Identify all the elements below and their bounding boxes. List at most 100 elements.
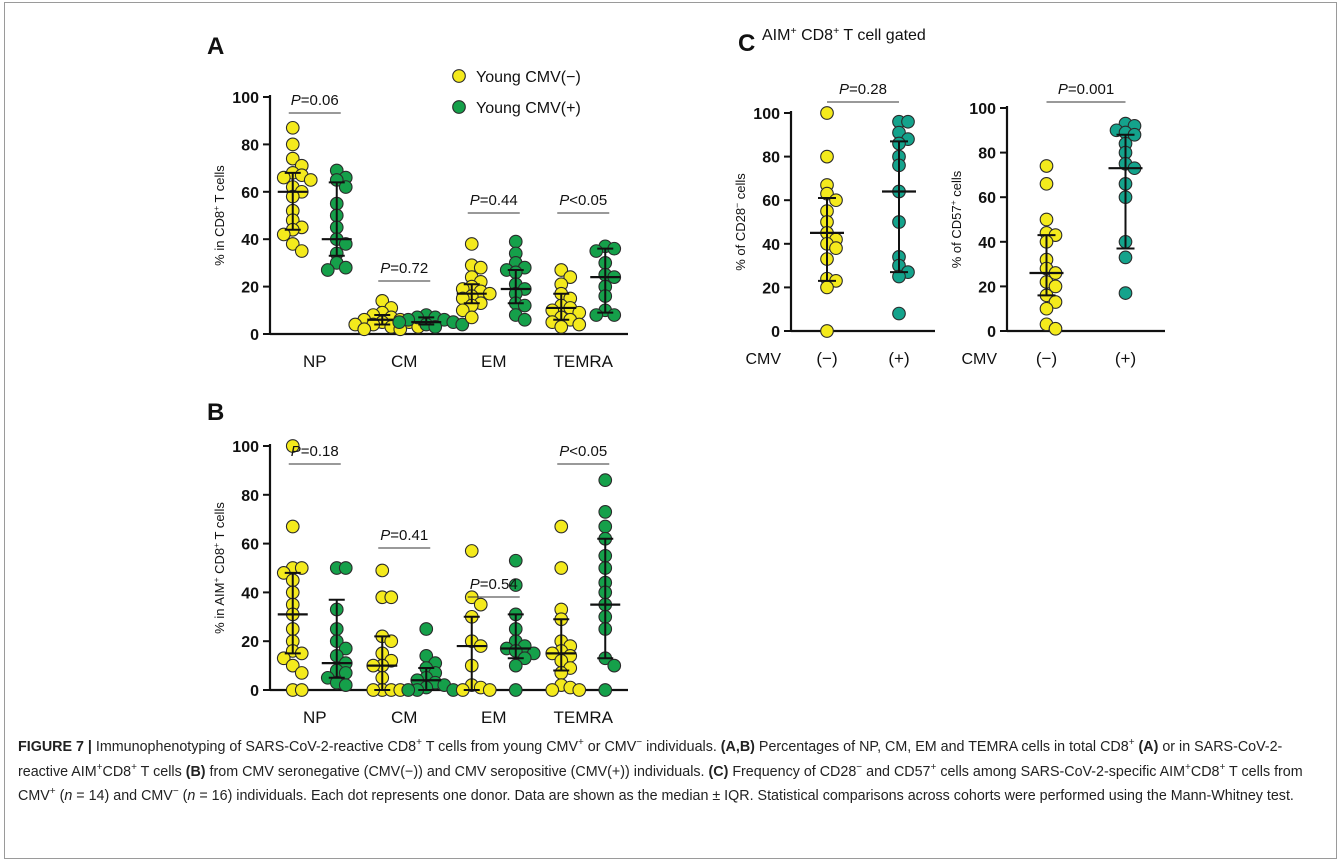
p-value-text: =0.72	[390, 260, 428, 277]
data-point	[1039, 212, 1054, 227]
y-axis-label-part: +	[211, 206, 221, 211]
y-tick-label: 0	[250, 683, 259, 700]
data-point	[508, 658, 523, 673]
y-axis-label-part: cells	[733, 173, 748, 203]
x-category-label: CM	[391, 708, 417, 727]
y-tick-label: 0	[250, 327, 259, 344]
y-axis-label: % in AIM+ CD8+ T cells	[211, 502, 227, 634]
data-point	[338, 180, 353, 194]
data-point	[1048, 279, 1063, 294]
data-point	[1118, 286, 1133, 300]
y-tick-label: 20	[241, 634, 259, 651]
y-tick-label: 40	[241, 585, 259, 602]
data-point	[285, 237, 300, 251]
caption-segment: +	[131, 761, 137, 773]
caption-segment: n	[64, 788, 73, 804]
caption-figure-label: FIGURE 7 |	[18, 739, 92, 755]
p-value-letter: P	[380, 527, 390, 544]
caption-segment: individuals.	[642, 739, 721, 755]
data-point	[598, 505, 613, 519]
y-axis-label-part: CD8	[212, 548, 227, 578]
panel-c-title: AIM+ CD8+ T cell gated	[762, 25, 926, 44]
y-tick-label: 0	[771, 324, 780, 341]
caption-segment: n	[187, 788, 196, 804]
data-point	[572, 317, 587, 332]
data-point	[294, 666, 309, 680]
data-point	[563, 270, 578, 284]
p-value-text: =0.18	[301, 443, 339, 460]
y-axis-label: % of CD28− cells	[732, 173, 748, 271]
figure-caption: FIGURE 7 | Immunophenotyping of SARS-CoV…	[18, 735, 1323, 809]
data-point	[820, 106, 834, 120]
y-axis-label-part: % of CD57	[949, 205, 964, 268]
y-tick-label: 60	[762, 193, 780, 210]
data-point	[508, 578, 523, 592]
caption-segment: = 14) and CMV	[72, 788, 173, 804]
y-tick-label: 60	[241, 537, 259, 554]
p-value-label: P<0.05	[559, 443, 607, 460]
data-point	[820, 324, 834, 338]
data-point	[901, 114, 915, 129]
data-point	[508, 553, 523, 568]
y-axis-label-part: T cells	[212, 502, 227, 543]
data-point	[545, 683, 560, 697]
caption-segment: Immunophenotyping of SARS-CoV-2-reactive…	[91, 739, 417, 755]
data-point	[285, 519, 300, 534]
caption-segment: T cells from young CMV	[421, 739, 578, 755]
data-point	[820, 280, 834, 295]
data-point	[464, 544, 479, 558]
data-point	[464, 237, 479, 251]
p-value-label: P=0.28	[839, 81, 887, 98]
data-point	[401, 683, 416, 697]
y-axis-label-part: cells	[949, 170, 964, 200]
data-point	[554, 320, 569, 334]
caption-segment: Frequency of CD28	[728, 763, 857, 780]
caption-segment: +	[1219, 761, 1226, 773]
panel-letter-c: C	[738, 30, 755, 57]
data-point	[338, 561, 353, 575]
legend-marker	[452, 100, 466, 114]
data-point	[473, 260, 488, 275]
figure-frame	[4, 2, 1337, 859]
panel-c-title-part: CD8	[797, 27, 834, 44]
data-point	[338, 237, 353, 251]
data-point	[572, 683, 587, 697]
p-value-letter: P	[380, 260, 390, 277]
y-tick-label: 100	[232, 90, 259, 107]
data-point	[1048, 321, 1063, 336]
caption-segment: +	[1128, 737, 1135, 749]
x-prefix-label: CMV	[745, 351, 781, 368]
data-point	[455, 317, 470, 332]
data-point	[589, 244, 604, 258]
y-tick-label: 40	[762, 237, 780, 254]
x-category-label: NP	[303, 708, 327, 727]
p-value-text: =0.06	[301, 92, 339, 109]
data-point	[829, 193, 843, 208]
y-axis-label: % in CD8+ T cells	[211, 165, 227, 266]
data-point	[285, 151, 300, 166]
x-category-label: CM	[391, 352, 417, 371]
data-point	[338, 678, 353, 692]
caption-segment: +	[96, 761, 103, 773]
panel-c-title-part: T cell gated	[839, 27, 926, 44]
y-axis-label: % of CD57+ cells	[948, 170, 964, 268]
data-point	[607, 308, 622, 322]
caption-segment: T cells from CMV	[18, 763, 1303, 805]
data-point	[598, 683, 613, 697]
p-value-letter: P	[291, 443, 301, 460]
caption-segment: (	[178, 788, 188, 804]
x-category-label: (+)	[888, 349, 909, 368]
p-value-label: P=0.44	[470, 192, 518, 209]
caption-segment: +	[577, 737, 584, 749]
caption-segment: −	[172, 786, 179, 798]
x-category-label: (+)	[1115, 349, 1136, 368]
p-value-label: P=0.06	[291, 92, 339, 109]
y-tick-label: 80	[978, 146, 996, 163]
p-value-label: P=0.001	[1058, 81, 1114, 98]
y-tick-label: 100	[232, 439, 259, 456]
y-tick-label: 20	[978, 279, 996, 296]
data-point	[303, 173, 318, 187]
x-category-label: TEMRA	[554, 352, 614, 371]
p-value-letter: P	[1058, 81, 1068, 98]
data-point	[384, 634, 399, 649]
